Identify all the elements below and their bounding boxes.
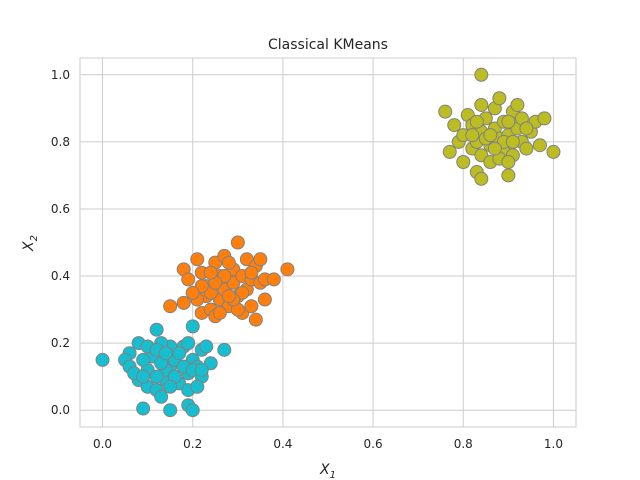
plot-frame (79, 57, 577, 428)
x-tick-label: 0.6 (364, 437, 383, 451)
data-point (190, 252, 205, 267)
y-tick-labels: 0.0 0.2 0.4 0.6 0.8 1.0 (51, 68, 70, 417)
data-point (244, 265, 259, 280)
data-point (492, 91, 507, 106)
data-point (519, 141, 534, 156)
data-point (519, 121, 534, 136)
data-point (217, 342, 232, 357)
x-tick-label: 0.2 (183, 437, 202, 451)
data-point (181, 272, 196, 287)
data-point (230, 235, 245, 250)
data-point (194, 362, 209, 377)
data-point (501, 114, 516, 129)
data-point (474, 67, 489, 82)
data-point (532, 138, 547, 153)
y-tick-label: 0.4 (51, 269, 70, 283)
data-point (465, 128, 480, 143)
x-axis-label-sub: 1 (330, 470, 336, 480)
x-tick-label: 0.4 (273, 437, 292, 451)
scatter-points (95, 67, 561, 418)
y-axis-label-main: X (21, 241, 37, 252)
cluster-2-points (163, 235, 295, 327)
data-point (172, 346, 187, 361)
data-point (221, 255, 236, 270)
y-tick-label: 0.6 (51, 202, 70, 216)
cluster-1-points (95, 319, 232, 418)
data-point (136, 369, 151, 384)
data-point (469, 114, 484, 129)
data-point (244, 299, 259, 314)
data-point (447, 118, 462, 133)
cluster-3-points (438, 67, 561, 186)
data-point (185, 403, 200, 418)
data-point (546, 144, 561, 159)
data-point (163, 299, 178, 314)
x-axis-label: X1 (319, 462, 336, 480)
y-tick-label: 0.2 (51, 336, 70, 350)
y-axis-label-sub: 2 (29, 235, 40, 241)
y-tick-label: 0.0 (51, 403, 70, 417)
data-point (136, 401, 151, 416)
data-point (510, 97, 525, 112)
data-point (212, 305, 227, 320)
data-point (474, 97, 489, 112)
data-point (176, 295, 191, 310)
data-point (501, 168, 516, 183)
chart-title: Classical KMeans (268, 37, 388, 53)
data-point (149, 322, 164, 337)
x-tick-label: 1.0 (544, 437, 563, 451)
data-point (221, 289, 236, 304)
data-point (537, 111, 552, 126)
data-point (442, 144, 457, 159)
data-point (136, 352, 151, 367)
data-point (248, 312, 263, 327)
data-point (185, 319, 200, 334)
data-point (149, 369, 164, 384)
data-point (185, 285, 200, 300)
data-point (438, 104, 453, 119)
data-point (483, 128, 498, 143)
data-point (199, 339, 214, 354)
data-point (474, 171, 489, 186)
y-axis-label: X2 (21, 235, 40, 252)
data-point (158, 346, 173, 361)
y-tick-label: 0.8 (51, 135, 70, 149)
data-point (95, 352, 110, 367)
data-point (505, 134, 520, 149)
data-point (280, 262, 295, 277)
data-point (154, 389, 169, 404)
x-tick-label: 0.8 (454, 437, 473, 451)
data-point (203, 265, 218, 280)
x-tick-labels: 0.0 0.2 0.4 0.6 0.8 1.0 (93, 437, 563, 451)
data-point (266, 272, 281, 287)
data-point (487, 141, 502, 156)
x-tick-label: 0.0 (93, 437, 112, 451)
data-point (181, 336, 196, 351)
data-point (257, 292, 272, 307)
y-tick-label: 1.0 (51, 68, 70, 82)
data-point (253, 252, 268, 267)
x-axis-label-main: X (319, 462, 330, 478)
data-point (501, 154, 516, 169)
data-point (456, 154, 471, 169)
data-point (163, 403, 178, 418)
data-point (190, 379, 205, 394)
data-point (163, 379, 178, 394)
